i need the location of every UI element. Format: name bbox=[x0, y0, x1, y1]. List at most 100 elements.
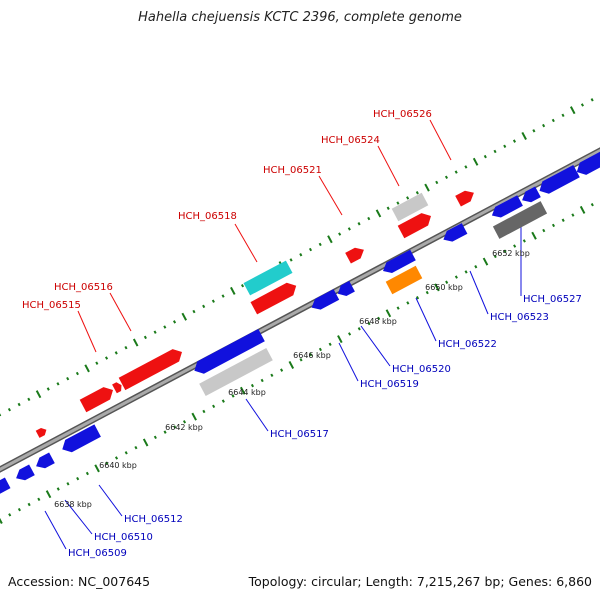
lower-tick-mark bbox=[571, 213, 575, 217]
upper-tick-mark bbox=[114, 351, 118, 355]
forward-gene-label: HCH_06521 bbox=[263, 165, 322, 176]
lower-tick-mark bbox=[173, 425, 177, 429]
lower-tick-mark bbox=[493, 254, 497, 259]
lower-tick-mark bbox=[202, 409, 206, 414]
scale-label: 6642 kbp bbox=[165, 423, 203, 432]
reverse-gene-label: HCH_06519 bbox=[360, 379, 419, 390]
upper-tick-mark bbox=[551, 118, 555, 123]
upper-tick-mark bbox=[532, 129, 536, 133]
lower-tick-mark bbox=[191, 412, 197, 421]
upper-tick-mark bbox=[512, 139, 517, 143]
lower-tick-mark bbox=[348, 332, 352, 336]
lower-tick-mark bbox=[221, 399, 225, 403]
lower-tick-mark bbox=[522, 239, 526, 243]
gene-features bbox=[0, 151, 600, 494]
upper-tick-mark bbox=[357, 222, 361, 226]
gene-hch-06527-b bbox=[539, 165, 580, 194]
lower-tick-mark bbox=[579, 205, 586, 214]
upper-tick-mark bbox=[367, 216, 371, 221]
gene-hch-06517 bbox=[194, 329, 265, 374]
lower-tick-mark bbox=[94, 464, 100, 473]
reverse-leader-line bbox=[44, 510, 67, 550]
upper-tick-mark bbox=[56, 382, 60, 386]
lower-tick-mark bbox=[270, 373, 274, 377]
gene-hch-06522 bbox=[385, 265, 423, 295]
upper-tick-mark bbox=[17, 402, 21, 407]
scale-label: 6646 kbp bbox=[293, 351, 331, 360]
gene-labels: HCH_06515 HCH_06516 HCH_06518 HCH_06521 HCH_… bbox=[22, 109, 582, 559]
upper-tick-mark bbox=[308, 247, 313, 252]
forward-leader-line bbox=[318, 175, 343, 216]
lower-tick-mark bbox=[153, 435, 157, 440]
lower-tick-mark bbox=[288, 360, 295, 369]
lower-tick-mark bbox=[299, 358, 303, 362]
gene-hch-06524 bbox=[397, 213, 431, 239]
topology-label: Topology: circular; Length: 7,215,267 bp… bbox=[248, 574, 592, 589]
upper-tick-mark bbox=[561, 113, 565, 118]
upper-tick-mark bbox=[230, 286, 236, 295]
forward-leader-line bbox=[109, 292, 132, 332]
lower-tick-mark bbox=[482, 257, 489, 266]
gene-hch-06510-b bbox=[36, 452, 55, 469]
lower-tick-mark bbox=[337, 335, 343, 344]
scale-label: 6638 kbp bbox=[54, 500, 92, 509]
upper-tick-mark bbox=[472, 157, 479, 166]
lower-tick-mark bbox=[8, 513, 12, 517]
upper-tick-mark bbox=[95, 361, 99, 365]
lower-tick-mark bbox=[464, 270, 468, 274]
label-leader-lines bbox=[44, 119, 522, 550]
lower-tick-mark bbox=[45, 490, 52, 499]
upper-tick-mark bbox=[415, 191, 419, 195]
upper-tick-mark bbox=[181, 312, 188, 321]
reverse-leader-line bbox=[64, 499, 93, 535]
upper-tick-mark bbox=[569, 106, 576, 115]
lower-tick-mark bbox=[357, 327, 361, 331]
lower-tick-mark bbox=[142, 438, 149, 447]
reverse-gene-label: HCH_06509 bbox=[68, 548, 127, 559]
gene-hch-06523 bbox=[491, 195, 523, 218]
gene-hch-06522-c bbox=[443, 223, 468, 242]
upper-tick-mark bbox=[580, 103, 584, 107]
upper-tick-mark bbox=[35, 390, 42, 399]
lower-tick-mark bbox=[309, 352, 313, 357]
reverse-leader-line bbox=[360, 325, 391, 367]
upper-tick-mark bbox=[143, 335, 147, 340]
gene-hch-06515 bbox=[79, 387, 113, 413]
forward-gene-label: HCH_06518 bbox=[178, 211, 237, 222]
lower-tick-mark bbox=[434, 283, 440, 292]
forward-gene-label: HCH_06515 bbox=[22, 300, 81, 311]
lower-tick-mark bbox=[561, 218, 565, 222]
lower-tick-mark bbox=[474, 265, 478, 269]
lower-tick-mark bbox=[551, 223, 556, 228]
lower-tick-mark bbox=[396, 306, 400, 310]
upper-tick-mark bbox=[192, 309, 196, 314]
lower-tick-mark bbox=[377, 316, 381, 321]
lower-tick-mark bbox=[163, 430, 167, 434]
upper-tick-mark bbox=[406, 196, 410, 200]
reverse-gene-label: HCH_06522 bbox=[438, 339, 497, 350]
upper-tick-mark bbox=[386, 206, 390, 210]
forward-leader-line bbox=[77, 310, 97, 353]
upper-tick-mark bbox=[347, 227, 351, 231]
upper-tick-mark bbox=[424, 183, 430, 192]
genome-backbone-highlight bbox=[0, 148, 600, 472]
upper-tick-mark bbox=[493, 149, 497, 154]
upper-tick-mark bbox=[132, 338, 139, 347]
upper-tick-mark bbox=[375, 209, 382, 218]
upper-tick-mark bbox=[299, 253, 303, 257]
lower-tick-mark bbox=[17, 507, 21, 512]
gene-hch-06527-c bbox=[576, 151, 600, 175]
lower-tick-mark bbox=[367, 321, 371, 326]
scale-labels: 6638 kbp 6640 kbp 6642 kbp 6644 kbp 6646 kbp… bbox=[54, 249, 530, 509]
gene-small-forward bbox=[112, 382, 122, 394]
forward-leader-line bbox=[234, 223, 258, 263]
upper-tick-mark bbox=[202, 304, 206, 309]
lower-tick-mark bbox=[328, 342, 332, 346]
gene-hch-06516 bbox=[118, 349, 182, 391]
gene-hch-06512 bbox=[62, 424, 101, 453]
upper-tick-mark bbox=[327, 235, 333, 244]
upper-tick-mark bbox=[483, 154, 487, 159]
reverse-gene-label: HCH_06510 bbox=[94, 532, 153, 543]
lower-tick-mark bbox=[503, 249, 507, 253]
forward-gene-label: HCH_06526 bbox=[373, 109, 432, 120]
